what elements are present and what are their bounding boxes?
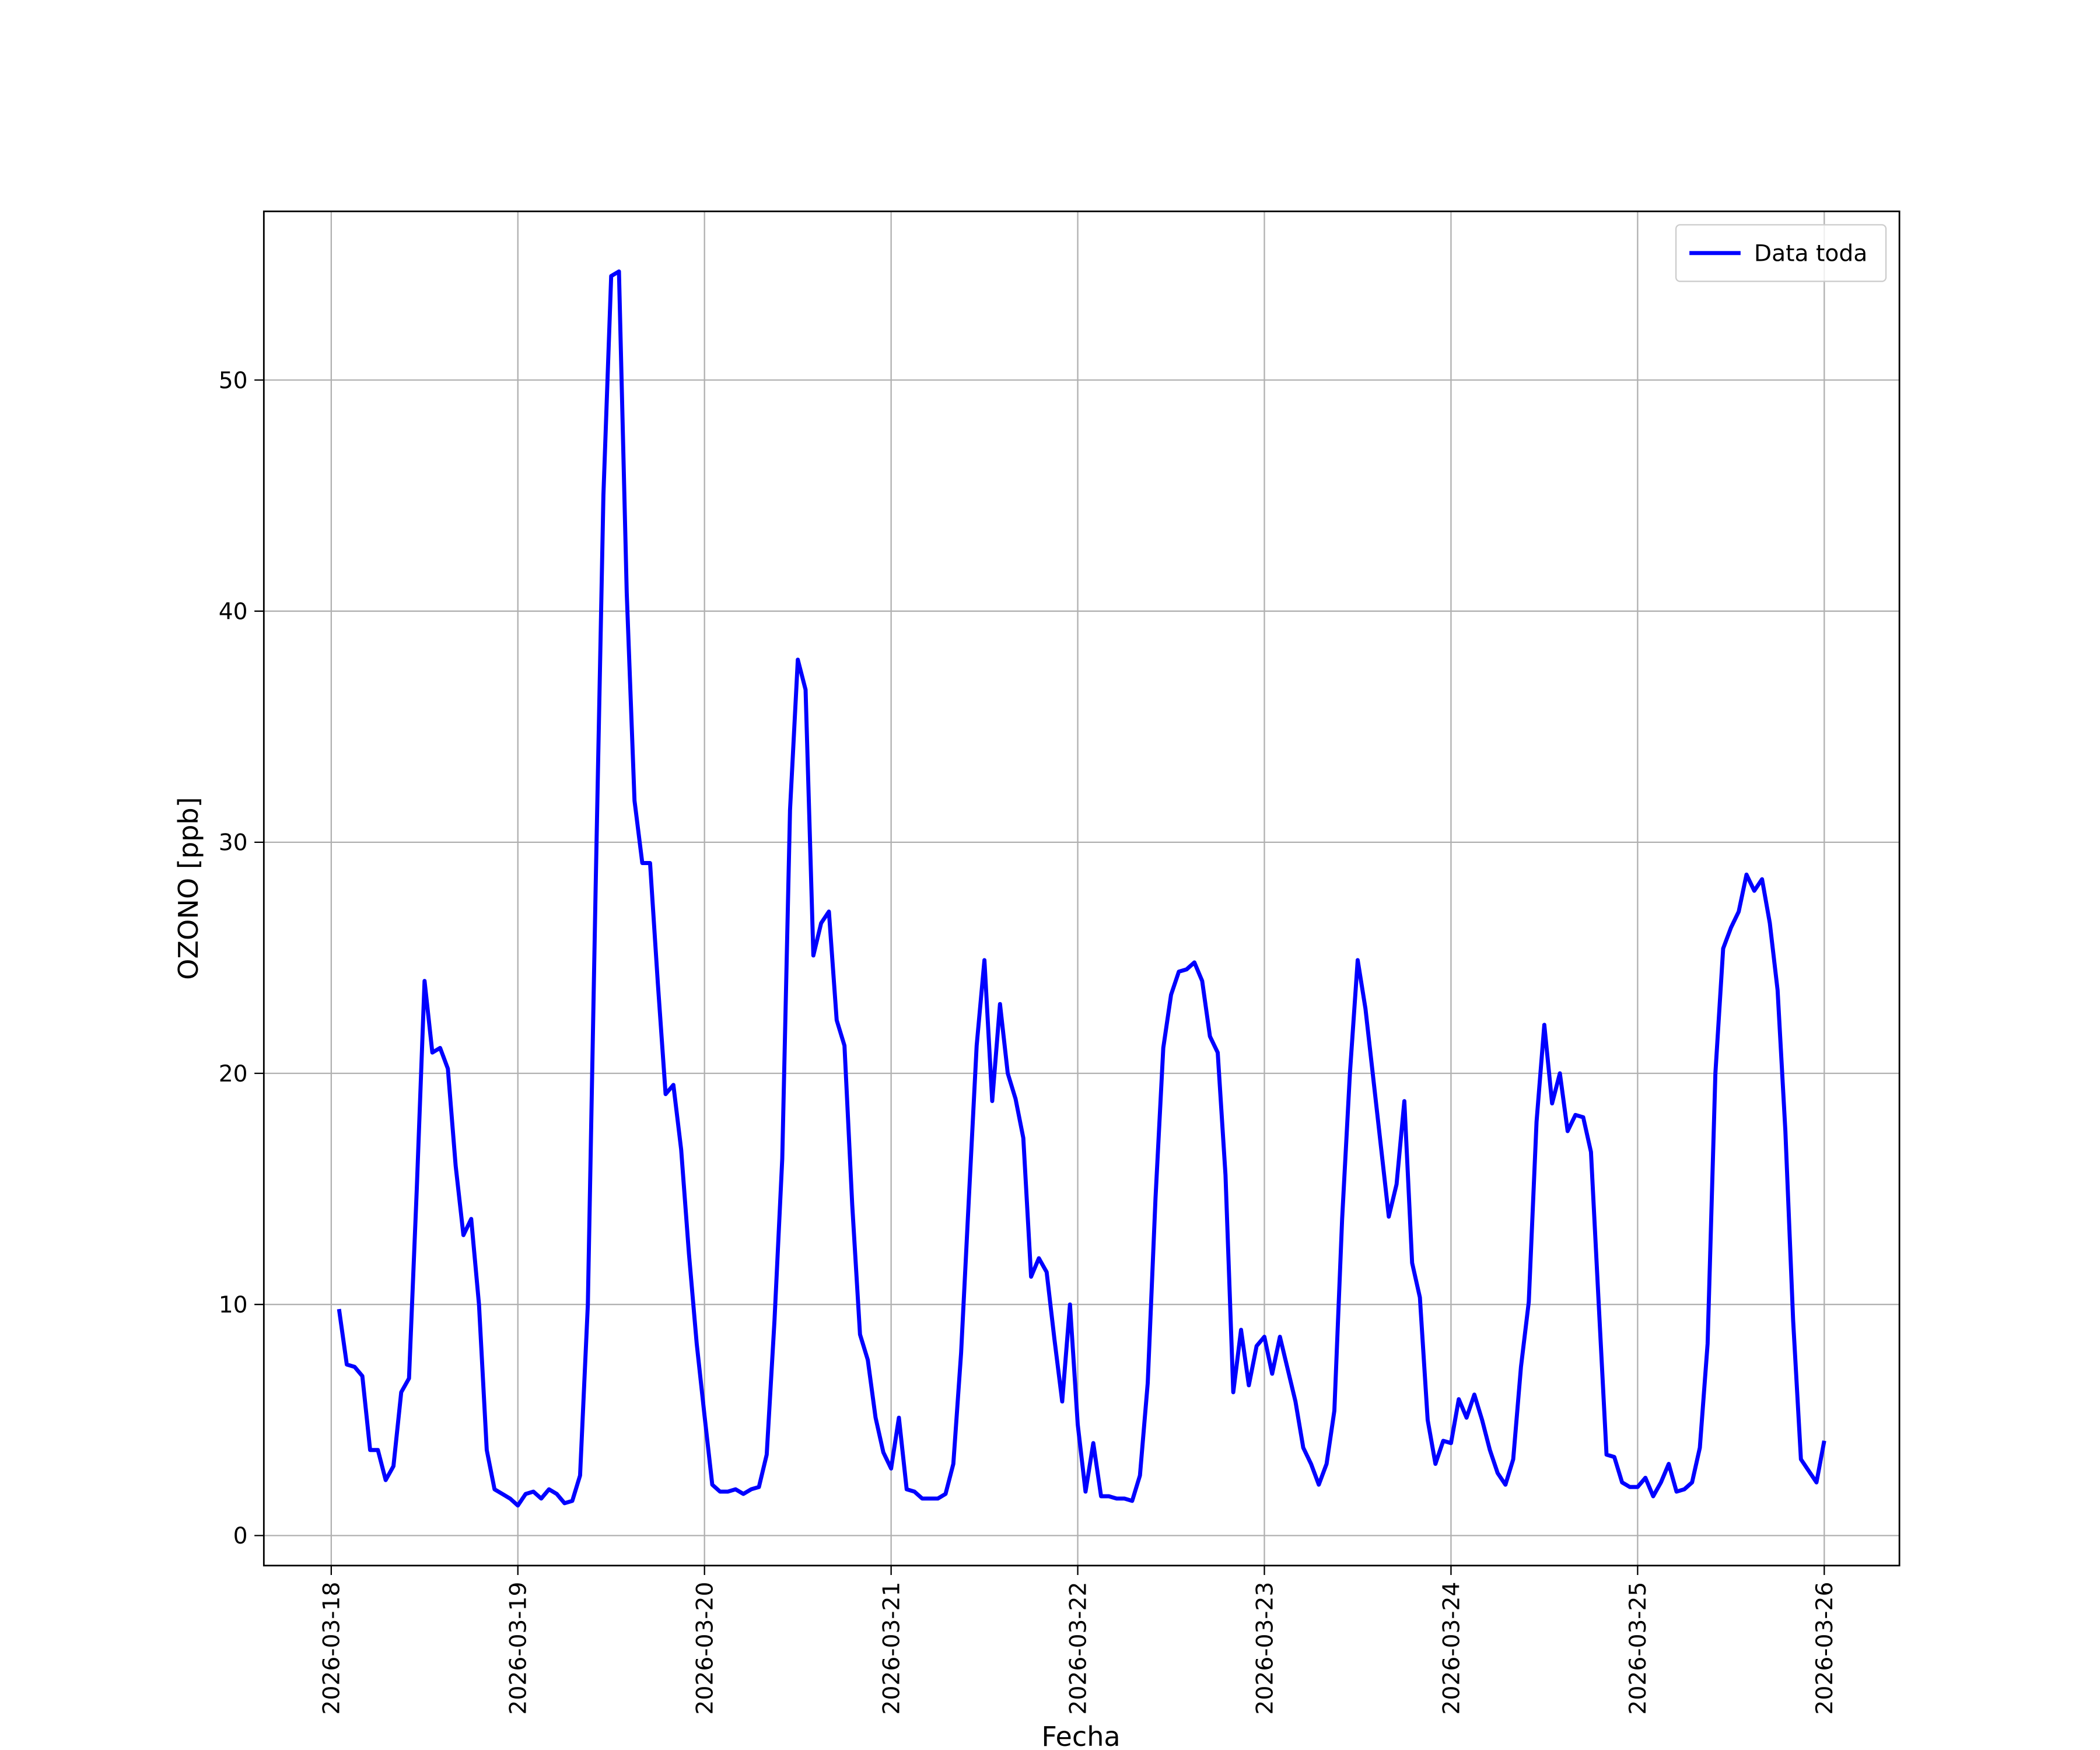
- x-tick-label: 2026-03-18: [319, 1582, 345, 1715]
- x-axis-label: Fecha: [1041, 1721, 1120, 1750]
- plot-frame: [262, 210, 1901, 1567]
- legend-box: [1675, 224, 1887, 282]
- x-tick-label: 2026-03-21: [878, 1582, 905, 1715]
- legend-label: Data toda: [1754, 241, 1867, 267]
- y-tick-label: 20: [219, 1061, 248, 1087]
- x-tick-label: 2026-03-24: [1438, 1582, 1465, 1715]
- y-tick-label: 0: [233, 1523, 248, 1549]
- x-tick-label: 2026-03-19: [506, 1582, 532, 1715]
- data-line: [337, 269, 1826, 1508]
- y-tick-label: 40: [219, 599, 248, 625]
- x-tick-label: 2026-03-22: [1065, 1582, 1091, 1715]
- y-axis-label: OZONO [ppb]: [173, 797, 204, 980]
- y-tick-label: 30: [219, 830, 248, 856]
- x-tick-label: 2026-03-25: [1625, 1582, 1651, 1715]
- y-tick-label: 50: [219, 368, 248, 394]
- y-tick-label: 10: [219, 1292, 248, 1318]
- x-tick-label: 2026-03-26: [1812, 1582, 1838, 1715]
- x-tick-label: 2026-03-20: [692, 1582, 719, 1715]
- x-tick-label: 2026-03-23: [1252, 1582, 1278, 1715]
